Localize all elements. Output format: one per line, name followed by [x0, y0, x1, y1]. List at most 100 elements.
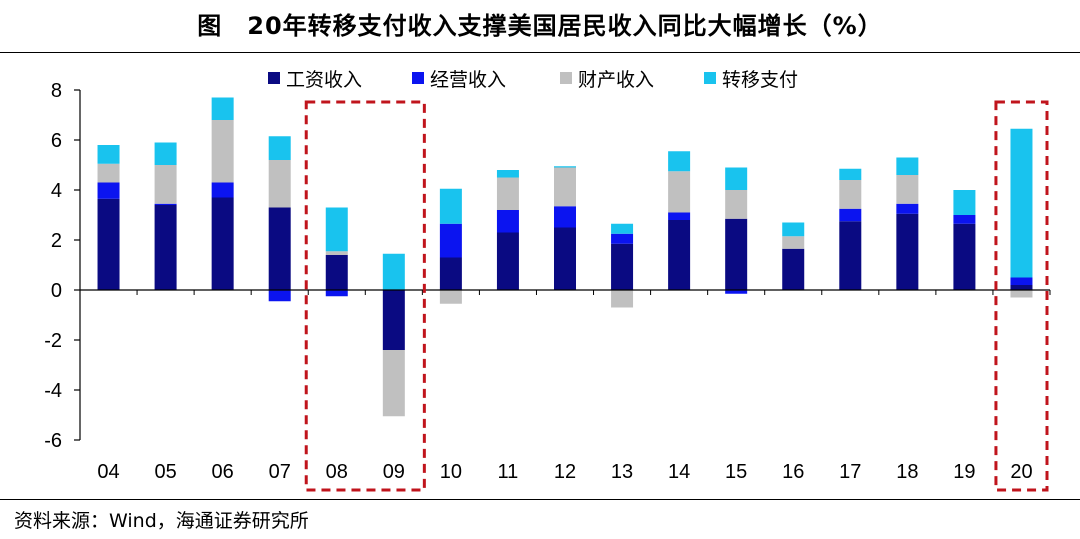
- bar-segment: [1010, 277, 1033, 285]
- bar-segment: [268, 160, 291, 208]
- bar-segment: [97, 145, 120, 164]
- bar-segment: [211, 182, 234, 198]
- x-tick-label: 16: [782, 461, 804, 483]
- x-tick-label: 06: [212, 461, 234, 483]
- x-tick-label: 10: [440, 461, 462, 483]
- bar-segment: [382, 253, 405, 290]
- bar-segment: [268, 136, 291, 160]
- bar-segment: [439, 223, 462, 258]
- x-tick-label: 17: [839, 461, 861, 483]
- axes: -6 -4 -2 0 2 4 6 8 04 05 06 07 08 09 10 11 12 13 14 15 16 17 1…: [44, 80, 1051, 483]
- x-tick-label: 04: [97, 461, 119, 483]
- bar-segment: [382, 290, 405, 350]
- x-tick-label: 15: [725, 461, 747, 483]
- bar-segment: [325, 207, 348, 252]
- x-tick-label: 05: [154, 461, 176, 483]
- bar-segment: [953, 190, 976, 215]
- bar-segment: [668, 151, 691, 172]
- bar-segment: [725, 290, 748, 294]
- source-note: 资料来源：Wind，海通证券研究所: [14, 510, 309, 532]
- bar-segment: [154, 165, 177, 204]
- x-tick-label: 08: [326, 461, 348, 483]
- y-tick-label: -2: [44, 330, 62, 352]
- bar-segment: [325, 255, 348, 290]
- bar-segment: [611, 290, 634, 308]
- x-tick-label: 13: [611, 461, 633, 483]
- bar-segment: [953, 215, 976, 224]
- bar-segment: [782, 248, 805, 290]
- legend-label: 转移支付: [722, 69, 798, 91]
- bar-segment: [97, 198, 120, 290]
- bar-segment: [1010, 290, 1033, 298]
- x-tick-label: 12: [554, 461, 576, 483]
- bar-segment: [154, 203, 177, 205]
- bar-segment: [496, 210, 519, 233]
- bar-segment: [725, 190, 748, 219]
- legend-swatch: [268, 72, 280, 84]
- legend-label: 财产收入: [578, 69, 654, 91]
- bar-segment: [211, 197, 234, 290]
- legend: 工资收入 经营收入 财产收入 转移支付: [268, 69, 798, 91]
- bar-segment: [554, 206, 576, 228]
- bar-segment: [268, 290, 291, 302]
- y-tick-label: 6: [51, 130, 62, 152]
- bar-segment: [554, 166, 576, 168]
- legend-swatch: [704, 72, 716, 84]
- y-tick-label: -6: [44, 430, 62, 452]
- x-tick-label: 20: [1010, 461, 1032, 483]
- legend-label: 经营收入: [430, 69, 506, 91]
- legend-swatch: [412, 72, 424, 84]
- bar-segment: [268, 207, 291, 290]
- bar-segment: [382, 350, 405, 417]
- bar-segment: [211, 97, 234, 120]
- bar-segment: [97, 182, 120, 199]
- bar-segment: [97, 163, 120, 183]
- y-tick-label: 4: [51, 180, 62, 202]
- bar-segment: [496, 170, 519, 178]
- bar-segment: [1010, 285, 1033, 290]
- bar-segment: [154, 142, 177, 165]
- legend-label: 工资收入: [286, 69, 362, 91]
- source-rule: [0, 499, 1080, 500]
- stacked-bar-chart: 工资收入 经营收入 财产收入 转移支付 -6 -4 -2 0 2 4 6 8 04 05 06 07 08 09…: [44, 69, 1051, 492]
- title-rule: [0, 52, 1080, 53]
- bar-segment: [554, 227, 576, 290]
- highlight-box: [304, 100, 426, 492]
- bar-segment: [839, 221, 862, 290]
- x-tick-label: 18: [896, 461, 918, 483]
- y-tick-label: 2: [51, 230, 62, 252]
- bar-segment: [211, 120, 234, 183]
- highlight-box: [994, 100, 1049, 492]
- bar-segment: [668, 212, 691, 220]
- x-tick-label: 14: [668, 461, 690, 483]
- x-tick-label: 11: [498, 461, 519, 483]
- bar-segment: [896, 203, 919, 214]
- y-tick-label: 0: [51, 280, 62, 302]
- bar-segment: [439, 188, 462, 224]
- bar-segment: [782, 236, 805, 249]
- bar-segment: [668, 220, 691, 290]
- bar-segment: [896, 213, 919, 290]
- x-tick-label: 19: [953, 461, 975, 483]
- bar-segment: [154, 205, 177, 290]
- bar-segment: [896, 175, 919, 204]
- bar-segment: [325, 290, 348, 297]
- y-tick-label: -4: [44, 380, 62, 402]
- bar-segment: [496, 177, 519, 210]
- y-tick-label: 8: [51, 80, 62, 102]
- bar-segment: [839, 208, 862, 222]
- bar-segment: [439, 290, 462, 304]
- bar-segment: [496, 232, 519, 290]
- bar-segment: [611, 223, 634, 234]
- x-tick-label: 09: [383, 461, 405, 483]
- bar-segment: [839, 180, 862, 209]
- bar-segment: [554, 167, 576, 207]
- bar-segment: [725, 167, 748, 190]
- legend-swatch: [560, 72, 572, 84]
- bar-segment: [839, 168, 862, 180]
- bar-segment: [953, 223, 976, 290]
- bar-segment: [1010, 128, 1033, 278]
- bar-segment: [668, 171, 691, 213]
- bar-segment: [782, 222, 805, 237]
- bar-segment: [896, 157, 919, 175]
